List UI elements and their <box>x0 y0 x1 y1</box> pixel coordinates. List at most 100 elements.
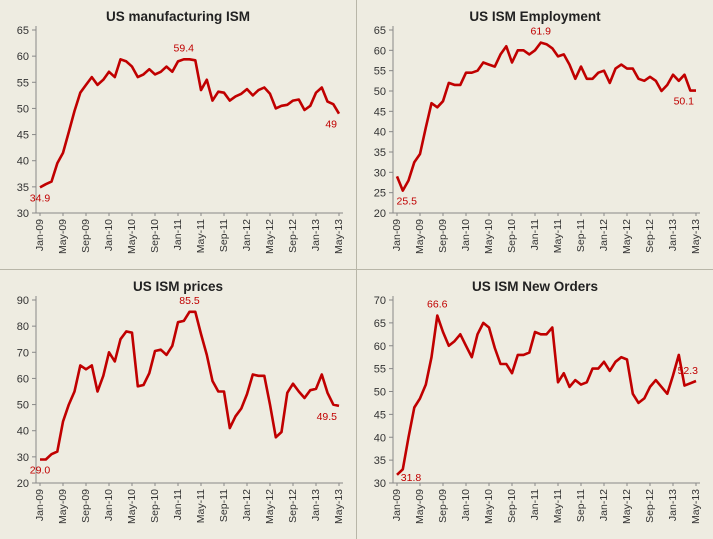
y-tick-label: 65 <box>374 318 386 330</box>
x-tick-label: May-13 <box>690 489 702 524</box>
x-tick-label: May-10 <box>483 219 495 254</box>
y-tick-label: 30 <box>17 208 29 220</box>
y-tick-label: 50 <box>17 103 29 115</box>
x-tick-label: May-12 <box>621 489 633 524</box>
x-tick-label: May-11 <box>552 489 564 523</box>
y-tick-label: 35 <box>374 147 386 159</box>
y-tick-label: 60 <box>374 45 386 57</box>
x-tick-label: Jan-11 <box>172 219 184 250</box>
chart-title: US ISM New Orders <box>472 279 598 294</box>
x-tick-label: Sep-09 <box>80 489 92 523</box>
y-tick-label: 45 <box>374 409 386 421</box>
x-tick-label: Jan-11 <box>172 489 184 520</box>
x-tick-label: May-09 <box>414 219 426 254</box>
x-tick-label: Jan-13 <box>310 489 322 521</box>
x-tick-label: Jan-10 <box>460 489 472 521</box>
x-tick-label: May-11 <box>195 489 207 523</box>
x-tick-label: May-10 <box>126 219 138 254</box>
chart-manufacturing-ism: US manufacturing ISM 30 35 40 45 50 55 60 65 Jan-… <box>17 9 345 254</box>
x-tick-label: Sep-12 <box>644 219 656 253</box>
y-tick-label: 40 <box>374 127 386 139</box>
y-tick-label: 55 <box>374 66 386 78</box>
y-tick-label: 60 <box>374 341 386 353</box>
x-tick-label: Jan-12 <box>598 489 610 521</box>
x-tick-label: May-12 <box>621 219 633 254</box>
y-tick-label: 60 <box>17 51 29 63</box>
y-tick-label: 30 <box>374 167 386 179</box>
x-tick-label: May-09 <box>57 489 69 524</box>
y-tick-label: 30 <box>17 452 29 464</box>
y-tick-label: 40 <box>17 426 29 438</box>
data-label: 85.5 <box>179 295 200 307</box>
data-label: 25.5 <box>397 196 418 208</box>
x-tick-label: Jan-11 <box>529 219 541 250</box>
x-tick-label: May-09 <box>414 489 426 524</box>
x-tick-label: May-13 <box>690 219 702 254</box>
x-tick-label: Sep-11 <box>575 489 587 522</box>
x-tick-label: May-13 <box>333 489 345 524</box>
data-label: 49.5 <box>317 411 338 423</box>
y-tick-label: 70 <box>17 347 29 359</box>
series-line-us-ism-prices <box>40 310 340 461</box>
x-tick-label: May-11 <box>195 219 207 253</box>
x-tick-label: Jan-09 <box>34 489 46 521</box>
x-tick-label: Jan-13 <box>667 489 679 521</box>
x-tick-label: Jan-09 <box>391 489 403 521</box>
y-tick-label: 45 <box>17 130 29 142</box>
x-tick-label: Sep-10 <box>149 489 161 523</box>
panel-ism-new-orders: US ISM New Orders 30 35 40 45 50 55 60 65 70 Jan-0… <box>357 270 713 539</box>
x-tick-label: Sep-12 <box>287 219 299 253</box>
data-label: 49 <box>325 119 337 131</box>
chart-ism-new-orders: US ISM New Orders 30 35 40 45 50 55 60 65 70 Jan-0… <box>374 279 702 524</box>
series-line-us-ism-employment <box>395 41 696 192</box>
y-tick-label: 80 <box>17 321 29 333</box>
x-tick-label: Sep-10 <box>506 219 518 253</box>
y-tick-label: 40 <box>17 156 29 168</box>
chart-title: US manufacturing ISM <box>106 9 250 24</box>
data-label: 50.1 <box>674 96 695 108</box>
y-tick-label: 30 <box>374 478 386 490</box>
y-tick-label: 35 <box>374 455 386 467</box>
x-tick-label: Jan-09 <box>391 219 403 251</box>
x-tick-label: Jan-12 <box>598 219 610 251</box>
x-tick-label: Jan-12 <box>241 489 253 521</box>
x-tick-label: Jan-12 <box>241 219 253 251</box>
x-tick-label: May-11 <box>552 219 564 253</box>
y-tick-label: 65 <box>374 25 386 37</box>
y-tick-label: 45 <box>374 106 386 118</box>
x-tick-label: May-12 <box>264 489 276 524</box>
x-tick-label: Sep-12 <box>644 489 656 523</box>
y-tick-label: 35 <box>17 182 29 194</box>
x-tick-label: Sep-10 <box>149 219 161 253</box>
y-tick-label: 90 <box>17 295 29 307</box>
y-tick-label: 60 <box>17 373 29 385</box>
y-tick-label: 50 <box>374 86 386 98</box>
x-tick-label: May-12 <box>264 219 276 254</box>
y-tick-label: 20 <box>374 208 386 220</box>
y-tick-label: 40 <box>374 432 386 444</box>
x-tick-label: Sep-11 <box>575 219 587 252</box>
x-tick-label: Jan-11 <box>529 489 541 520</box>
x-tick-label: Jan-10 <box>460 219 472 251</box>
x-tick-label: Sep-11 <box>218 219 230 252</box>
horizontal-divider <box>0 269 713 270</box>
y-tick-label: 25 <box>374 188 386 200</box>
series-line-us-manufacturing-ism <box>39 58 341 189</box>
x-tick-label: May-10 <box>483 489 495 524</box>
y-tick-label: 55 <box>374 364 386 376</box>
panel-manufacturing-ism: US manufacturing ISM 30 35 40 45 50 55 60 65 Jan-… <box>0 0 356 269</box>
series-line-us-ism-new-orders <box>396 314 697 476</box>
y-tick-label: 65 <box>17 25 29 37</box>
chart-title: US ISM prices <box>133 279 223 294</box>
chart-ism-employment: US ISM Employment 20 25 30 35 40 45 50 55 60 65 Jan… <box>374 9 702 254</box>
x-tick-label: May-09 <box>57 219 69 254</box>
panel-ism-employment: US ISM Employment 20 25 30 35 40 45 50 55 60 65 Jan… <box>357 0 713 269</box>
x-tick-label: Jan-13 <box>310 219 322 251</box>
y-tick-label: 55 <box>17 77 29 89</box>
data-label: 61.9 <box>531 26 552 38</box>
x-tick-label: Sep-09 <box>437 219 449 253</box>
y-tick-label: 50 <box>374 387 386 399</box>
y-tick-label: 20 <box>17 478 29 490</box>
x-tick-label: Jan-09 <box>34 219 46 251</box>
